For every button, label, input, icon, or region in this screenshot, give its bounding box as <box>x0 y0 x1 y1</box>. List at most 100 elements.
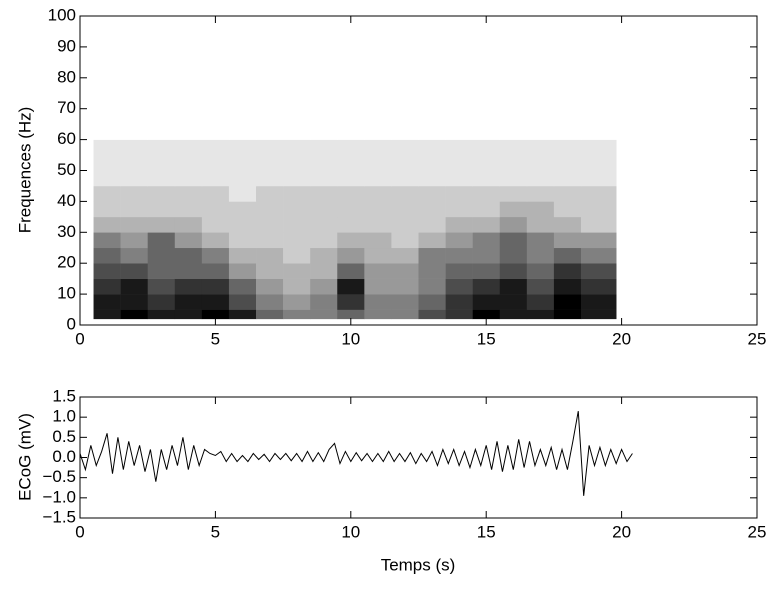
heatmap-cell <box>553 216 582 233</box>
heatmap-cell <box>174 309 203 320</box>
heatmap-cell <box>256 232 284 249</box>
heatmap-cell <box>93 263 121 279</box>
heatmap-cell <box>418 247 446 264</box>
heatmap-cell <box>445 309 473 320</box>
heatmap-cell <box>283 201 311 218</box>
y-tick-label: 80 <box>57 67 76 86</box>
x-tick-label: 25 <box>748 329 767 348</box>
heatmap-cell <box>256 185 284 202</box>
heatmap-cell <box>120 278 148 295</box>
heatmap-cell <box>364 232 392 249</box>
heatmap-cell <box>337 16 365 140</box>
heatmap-cell <box>310 216 338 233</box>
heatmap-cell <box>418 139 446 171</box>
heatmap-cell <box>472 309 501 320</box>
heatmap-cell <box>337 201 365 218</box>
heatmap-cell <box>93 294 121 310</box>
x-axis-label: Temps (s) <box>381 555 456 574</box>
heatmap-cell <box>418 16 446 140</box>
heatmap-cell <box>526 247 555 264</box>
heatmap-cell <box>364 216 392 233</box>
heatmap-cell <box>364 201 392 218</box>
heatmap-cell <box>256 263 284 279</box>
y-tick-label: 10 <box>57 284 76 303</box>
heatmap-cell <box>201 263 230 279</box>
heatmap-cell <box>174 232 203 249</box>
heatmap-cell <box>445 263 473 279</box>
heatmap-cell <box>391 216 419 233</box>
heatmap-cell <box>580 294 617 310</box>
heatmap-cell <box>391 294 419 310</box>
heatmap-cell <box>147 309 176 320</box>
heatmap-cell <box>418 263 446 279</box>
heatmap-cell <box>310 185 338 202</box>
heatmap-cell <box>445 232 473 249</box>
heatmap-cell <box>418 170 446 187</box>
heatmap-cell <box>580 139 617 171</box>
heatmap-cell <box>120 247 148 264</box>
heatmap-cell <box>310 170 338 187</box>
heatmap-cell <box>499 294 528 310</box>
heatmap-cell <box>256 216 284 233</box>
y-tick-label: 1.0 <box>52 407 76 426</box>
heatmap-cell <box>499 185 528 202</box>
heatmap-cell <box>553 185 582 202</box>
y-tick-label: 70 <box>57 98 76 117</box>
heatmap-cell <box>147 16 176 140</box>
heatmap-cell <box>418 278 446 295</box>
heatmap-cell <box>499 170 528 187</box>
heatmap-cell <box>283 170 311 187</box>
heatmap-cell <box>526 185 555 202</box>
heatmap-cell <box>526 201 555 218</box>
heatmap-cell <box>391 201 419 218</box>
heatmap-cell <box>93 16 121 140</box>
heatmap-cell <box>553 170 582 187</box>
heatmap-cell <box>310 263 338 279</box>
heatmap-cell <box>147 278 176 295</box>
heatmap-cell <box>391 309 419 320</box>
heatmap-cell <box>337 170 365 187</box>
heatmap-cell <box>364 309 392 320</box>
heatmap-cell <box>256 278 284 295</box>
heatmap-cell <box>445 170 473 187</box>
heatmap-cell <box>580 170 617 187</box>
y-tick-label: 0.0 <box>52 447 76 466</box>
heatmap-cell <box>228 170 257 187</box>
y-axis-label: ECoG (mV) <box>15 413 34 501</box>
heatmap-cell <box>445 185 473 202</box>
heatmap-cell <box>310 201 338 218</box>
heatmap-cell <box>364 139 392 171</box>
heatmap-cell <box>472 201 501 218</box>
y-tick-label: 1.5 <box>52 386 76 405</box>
y-tick-label: 90 <box>57 36 76 55</box>
heatmap-cell <box>472 216 501 233</box>
x-tick-label: 10 <box>341 329 360 348</box>
heatmap-cell <box>364 170 392 187</box>
heatmap-cell <box>526 16 555 140</box>
heatmap-cell <box>499 247 528 264</box>
y-tick-label: 30 <box>57 222 76 241</box>
heatmap-cell <box>553 232 582 249</box>
heatmap-cell <box>283 185 311 202</box>
heatmap-cell <box>147 185 176 202</box>
heatmap-cell <box>120 170 148 187</box>
heatmap-cell <box>391 139 419 171</box>
heatmap-cell <box>256 309 284 320</box>
heatmap-cell <box>391 247 419 264</box>
heatmap-cell <box>364 247 392 264</box>
heatmap-cell <box>472 185 501 202</box>
heatmap-cell <box>391 232 419 249</box>
heatmap-cell <box>120 139 148 171</box>
heatmap-cell <box>553 294 582 310</box>
x-tick-label: 0 <box>75 522 84 541</box>
heatmap-cell <box>174 185 203 202</box>
heatmap-cell <box>283 309 311 320</box>
heatmap-cell <box>174 201 203 218</box>
heatmap-cell <box>526 309 555 320</box>
heatmap-cell <box>472 263 501 279</box>
heatmap-cell <box>310 309 338 320</box>
heatmap-cell <box>337 309 365 320</box>
heatmap-cell <box>553 201 582 218</box>
heatmap-cell <box>580 185 617 202</box>
